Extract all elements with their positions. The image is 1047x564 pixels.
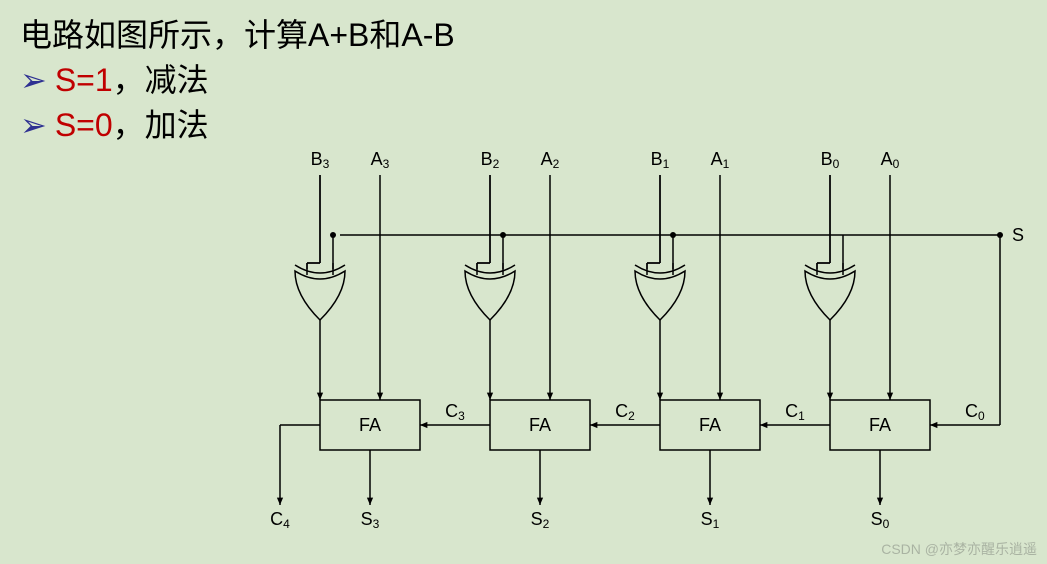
svg-text:B2: B2 [481,150,500,171]
svg-text:S3: S3 [361,509,380,531]
svg-text:FA: FA [529,415,551,435]
circuit-diagram: S C0 B3 A3 FA S3 B2 A2 FA S2 C3 B1 A1 FA S1 C2 B0 A0 FA S0 C… [240,150,1030,550]
svg-text:S1: S1 [701,509,720,531]
bullet-1-desc: ，减法 [113,55,209,101]
svg-text:A2: A2 [541,150,560,171]
svg-text:B3: B3 [311,150,330,171]
svg-text:A3: A3 [371,150,390,171]
bullet-arrow-icon: ➢ [20,61,47,99]
bullet-1-s: S=1 [55,62,113,99]
bullet-2-desc: ，加法 [113,100,209,146]
svg-text:C2: C2 [615,401,635,423]
svg-text:FA: FA [359,415,381,435]
svg-text:FA: FA [869,415,891,435]
svg-text:B0: B0 [821,150,840,171]
bullet-arrow-icon: ➢ [20,106,47,144]
bullet-2-s: S=0 [55,107,113,144]
svg-text:A1: A1 [711,150,730,171]
bullet-2: ➢ S=0 ，加法 [20,100,209,146]
svg-text:C0: C0 [965,401,985,423]
svg-text:S0: S0 [871,509,890,531]
page-title: 电路如图所示，计算A+B和A-B [20,10,455,56]
svg-text:C4: C4 [270,509,290,531]
svg-text:C3: C3 [445,401,465,423]
bullet-1: ➢ S=1 ，减法 [20,55,209,101]
svg-text:S2: S2 [531,509,550,531]
svg-text:A0: A0 [881,150,900,171]
svg-text:S: S [1012,225,1024,245]
watermark: CSDN @亦梦亦醒乐逍遥 [881,539,1037,559]
svg-text:C1: C1 [785,401,805,423]
page: 电路如图所示，计算A+B和A-B ➢ S=1 ，减法 ➢ S=0 ，加法 S C0… [0,0,1047,564]
svg-text:FA: FA [699,415,721,435]
svg-text:B1: B1 [651,150,670,171]
